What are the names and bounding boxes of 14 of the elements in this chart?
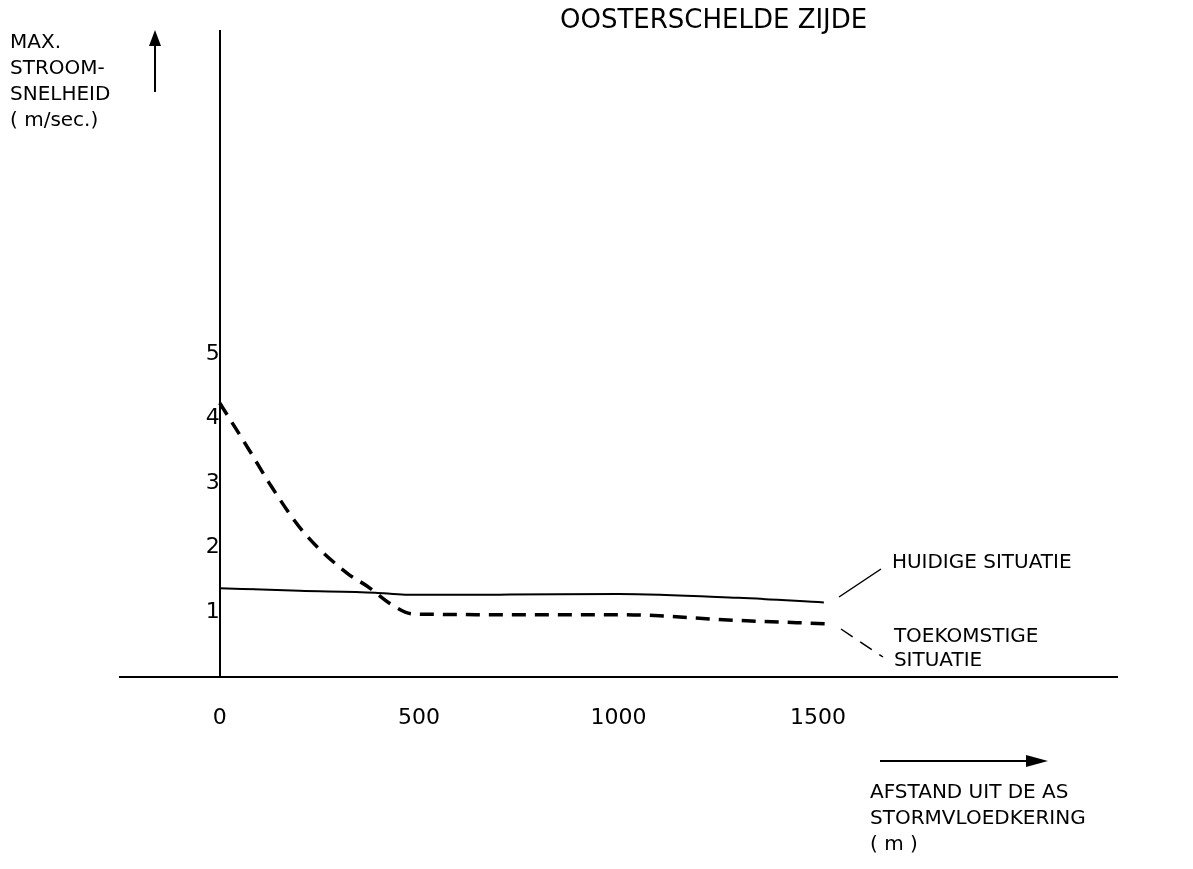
y-tick-label: 1: [205, 597, 220, 623]
y-tick-label: 4: [205, 404, 220, 430]
y-tick-label: 3: [205, 468, 220, 494]
x-tick-label: 0: [212, 703, 227, 729]
y-tick-label: 5: [205, 339, 220, 365]
chart-title: OOSTERSCHELDE ZIJDE: [560, 4, 868, 34]
y-axis-title: MAX. STROOM-SNELHEID ( m/sec.): [10, 28, 112, 132]
y-tick-label: 2: [205, 533, 220, 559]
legend-label: TOEKOMSTIGE SITUATIE: [892, 622, 1039, 671]
x-tick-label: 500: [398, 703, 441, 729]
x-tick-label: 1500: [789, 703, 846, 729]
x-tick-label: 1000: [590, 703, 647, 729]
text: HUIDIGE SITUATIE: [891, 548, 1072, 573]
x-axis-title: AFSTAND UIT DE AS STORMVLOEDKERING ( m ): [870, 778, 1086, 856]
